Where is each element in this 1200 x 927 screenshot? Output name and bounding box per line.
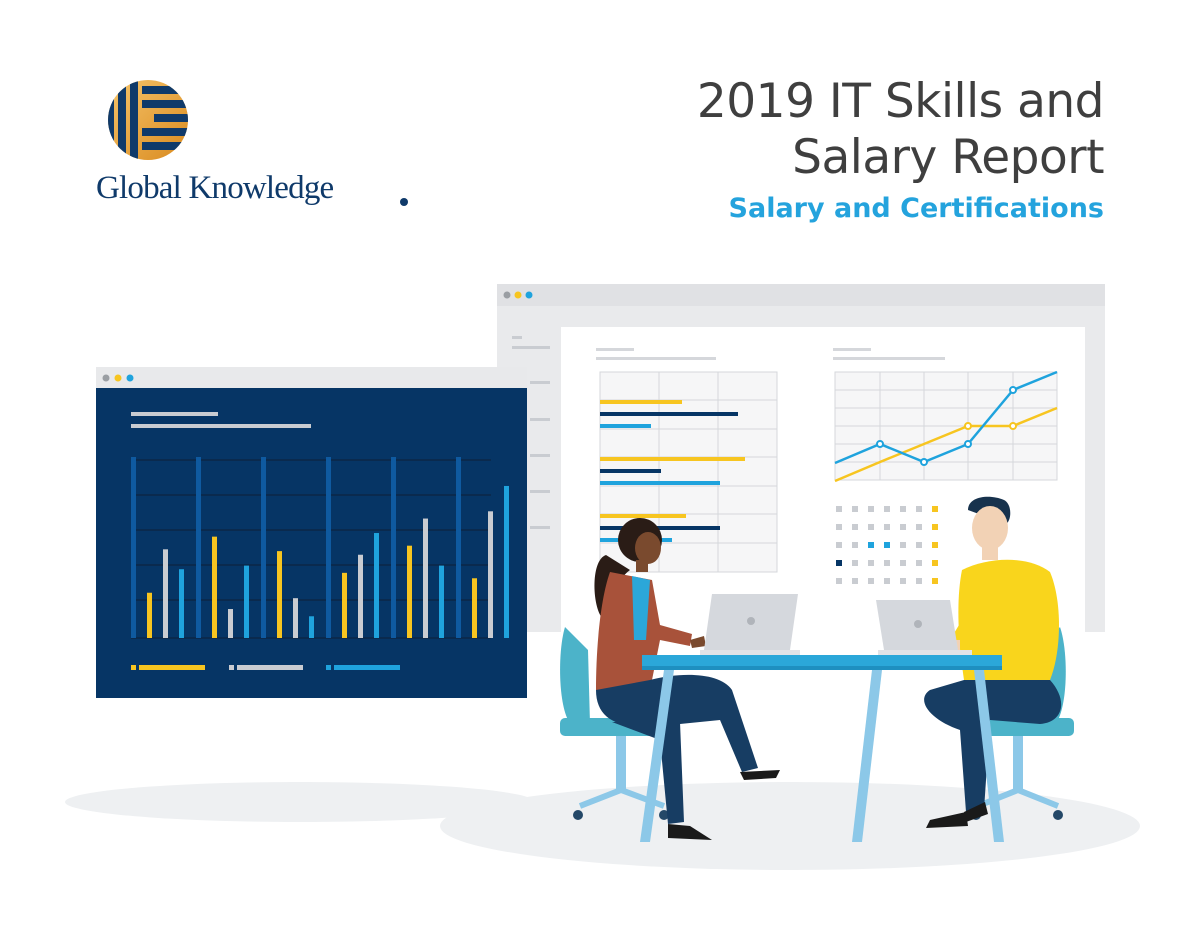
front-window-dot-yellow-icon <box>114 374 122 382</box>
grid-dot <box>868 560 874 566</box>
bar-cyan <box>244 565 249 638</box>
bar-gray <box>423 518 428 638</box>
bar-yellow <box>277 551 282 638</box>
grid-dot <box>916 524 922 530</box>
grid-dot <box>836 542 842 548</box>
bar-yellow <box>147 592 152 638</box>
bar-cyan <box>309 616 314 638</box>
grid-dot <box>836 524 842 530</box>
report-subtitle: Salary and Certifications <box>728 193 1104 224</box>
grid-dot <box>916 560 922 566</box>
front-window-dot-gray-icon <box>102 374 110 382</box>
man-figure <box>924 496 1062 828</box>
grid-dot <box>852 560 858 566</box>
grid-dot <box>884 578 890 584</box>
bar-gray <box>488 511 493 638</box>
brand-dot <box>400 198 408 206</box>
grid-dot <box>884 506 890 512</box>
grid-dot <box>932 506 938 512</box>
grid-dot <box>900 524 906 530</box>
grid-dot <box>932 578 938 584</box>
grid-dot <box>868 578 874 584</box>
bar-track <box>261 457 266 638</box>
grid-dot <box>900 542 906 548</box>
line-chart-panel <box>834 370 1058 483</box>
grid-dot <box>868 524 874 530</box>
bar-gray <box>293 598 298 638</box>
floor-shadow-left <box>65 782 535 822</box>
grid-dot <box>916 542 922 548</box>
bar-track <box>456 457 461 638</box>
bar-gray <box>163 549 168 638</box>
grid-dot <box>916 506 922 512</box>
bar-yellow <box>212 536 217 638</box>
grid-dot <box>900 506 906 512</box>
bar-cyan <box>439 565 444 638</box>
window-dot-blue-icon <box>525 291 533 299</box>
brand-name: Global Knowledge <box>96 170 334 206</box>
bar-yellow <box>407 545 412 638</box>
meeting-table <box>640 655 1004 842</box>
grid-dot <box>932 560 938 566</box>
report-title-block: 2019 IT Skills and Salary Report Salary … <box>696 74 1105 226</box>
bar-cyan <box>504 485 509 638</box>
floor-shadow-right <box>440 782 1140 870</box>
bar-yellow <box>342 572 347 638</box>
bar-track <box>196 457 201 638</box>
grid-dot <box>900 560 906 566</box>
grid-dot <box>868 542 874 548</box>
bar-cyan <box>374 533 379 638</box>
vertical-bar-chart <box>131 457 509 638</box>
global-knowledge-globe-icon <box>108 80 188 160</box>
grid-dot <box>932 542 938 548</box>
grid-dot <box>932 524 938 530</box>
report-title-line-2: Salary Report <box>792 130 1104 185</box>
bar-cyan <box>179 569 184 638</box>
grid-dot <box>836 578 842 584</box>
front-chart-window <box>96 367 527 698</box>
grid-dot <box>836 560 842 566</box>
grid-dot <box>916 578 922 584</box>
grid-dot <box>868 506 874 512</box>
grid-dot <box>852 578 858 584</box>
bar-track <box>326 457 331 638</box>
bar-track <box>391 457 396 638</box>
woman-figure <box>594 518 780 840</box>
brand-logo: Global Knowledge <box>96 78 426 218</box>
bar-gray <box>358 554 363 638</box>
grid-dot <box>852 506 858 512</box>
grid-dot <box>884 524 890 530</box>
window-dot-yellow-icon <box>514 291 522 299</box>
window-dot-gray-icon <box>503 291 511 299</box>
bar-gray <box>228 609 233 638</box>
grid-dot <box>900 578 906 584</box>
grid-dot <box>884 560 890 566</box>
front-window-dot-blue-icon <box>126 374 134 382</box>
bar-chart-legend <box>131 665 400 670</box>
bar-track <box>131 457 136 638</box>
grid-dot <box>884 542 890 548</box>
grid-dot <box>836 506 842 512</box>
laptop-left <box>700 594 800 655</box>
grid-dot <box>852 524 858 530</box>
report-title-line-1: 2019 IT Skills and <box>696 74 1105 129</box>
dot-grid-panel <box>836 506 938 584</box>
laptop-right <box>876 600 972 655</box>
grid-dot <box>852 542 858 548</box>
window-sidebar-lines <box>512 336 550 529</box>
bar-yellow <box>472 578 477 638</box>
